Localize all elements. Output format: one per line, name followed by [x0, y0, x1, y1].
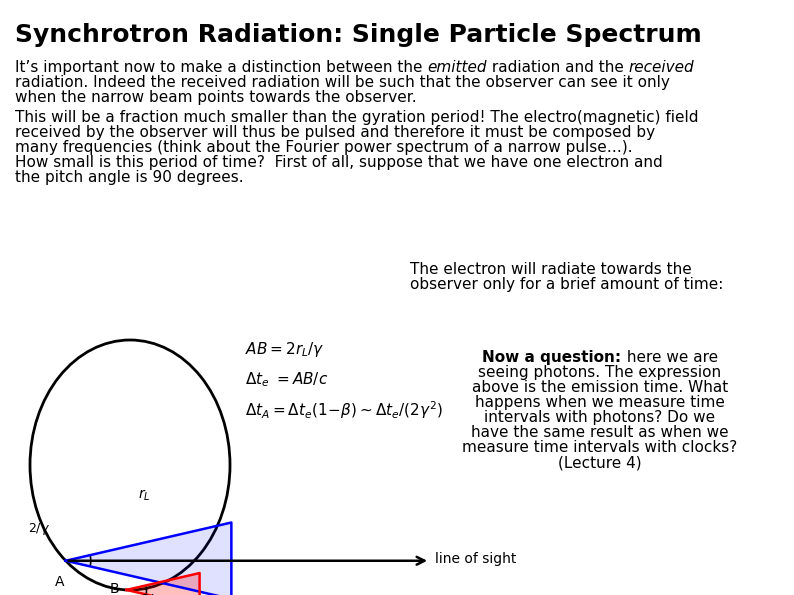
Text: above is the emission time. What: above is the emission time. What — [472, 380, 728, 395]
Text: radiation and the: radiation and the — [487, 60, 629, 75]
Text: A: A — [55, 575, 64, 589]
Text: the pitch angle is 90 degrees.: the pitch angle is 90 degrees. — [15, 170, 244, 185]
Polygon shape — [126, 573, 199, 595]
Text: when the narrow beam points towards the observer.: when the narrow beam points towards the … — [15, 90, 417, 105]
Text: line of sight: line of sight — [435, 552, 516, 566]
Text: have the same result as when we: have the same result as when we — [471, 425, 729, 440]
Text: $\Delta t_e\ =AB/c$: $\Delta t_e\ =AB/c$ — [245, 370, 328, 389]
Text: $2/\gamma$: $2/\gamma$ — [28, 521, 50, 537]
Text: The electron will radiate towards the: The electron will radiate towards the — [410, 262, 692, 277]
Text: It’s important now to make a distinction between the: It’s important now to make a distinction… — [15, 60, 427, 75]
Text: radiation. Indeed the received radiation will be such that the observer can see : radiation. Indeed the received radiation… — [15, 75, 670, 90]
Text: How small is this period of time?  First of all, suppose that we have one electr: How small is this period of time? First … — [15, 155, 663, 170]
Text: seeing photons. The expression: seeing photons. The expression — [479, 365, 722, 380]
Text: received by the observer will thus be pulsed and therefore it must be composed b: received by the observer will thus be pu… — [15, 125, 655, 140]
Text: received: received — [629, 60, 694, 75]
Text: emitted: emitted — [427, 60, 487, 75]
Text: (Lecture 4): (Lecture 4) — [558, 455, 642, 470]
Text: many frequencies (think about the Fourier power spectrum of a narrow pulse…).: many frequencies (think about the Fourie… — [15, 140, 633, 155]
Text: $2/\gamma$: $2/\gamma$ — [141, 592, 163, 595]
Text: measure time intervals with clocks?: measure time intervals with clocks? — [462, 440, 738, 455]
Text: happens when we measure time: happens when we measure time — [475, 395, 725, 410]
Text: intervals with photons? Do we: intervals with photons? Do we — [484, 410, 715, 425]
Text: Synchrotron Radiation: Single Particle Spectrum: Synchrotron Radiation: Single Particle S… — [15, 23, 702, 47]
Text: here we are: here we are — [622, 350, 718, 365]
Text: B: B — [110, 582, 119, 595]
Text: Now a question:: Now a question: — [483, 350, 622, 365]
Text: $AB = 2r_L/\gamma$: $AB = 2r_L/\gamma$ — [245, 340, 325, 359]
Text: $r_L$: $r_L$ — [138, 487, 151, 503]
Text: This will be a fraction much smaller than the gyration period! The electro(magne: This will be a fraction much smaller tha… — [15, 110, 699, 125]
Polygon shape — [66, 522, 231, 595]
Text: $\Delta t_A = \Delta t_e(1\!-\!\beta) \sim \Delta t_e/(2\gamma^2)$: $\Delta t_A = \Delta t_e(1\!-\!\beta) \s… — [245, 399, 443, 421]
Text: observer only for a brief amount of time:: observer only for a brief amount of time… — [410, 277, 723, 292]
